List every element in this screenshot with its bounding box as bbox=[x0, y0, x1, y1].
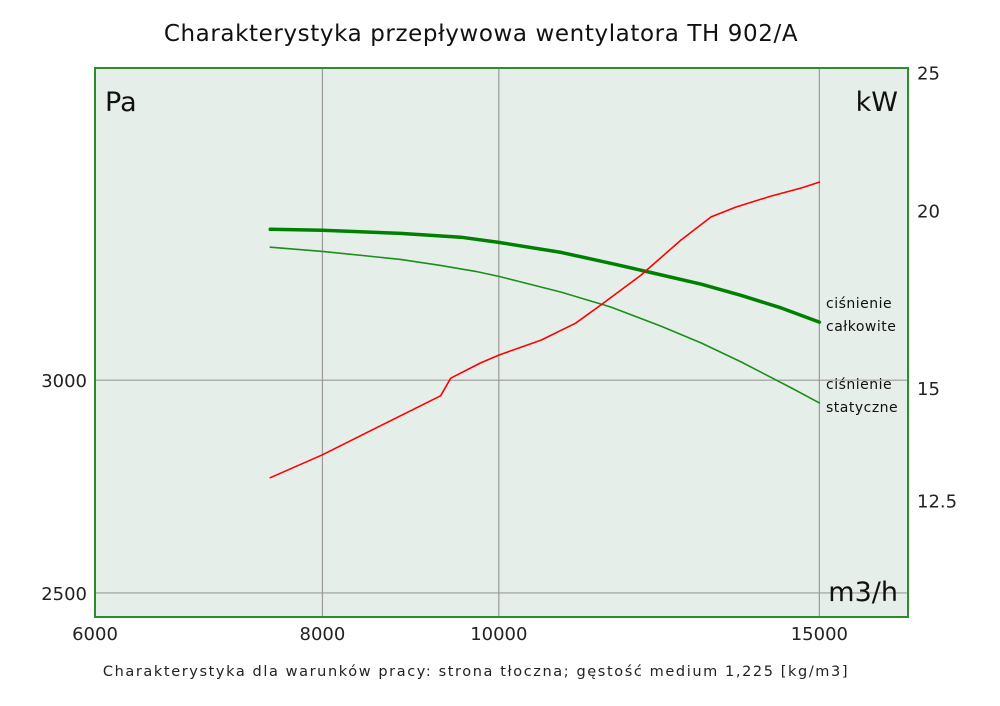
tick-labels: 6000 8000 10000 15000 2500 3000 25 20 15 12.5 bbox=[41, 64, 957, 645]
x-tick-label: 10000 bbox=[470, 624, 527, 645]
chart-footer: Charakterystyka dla warunków pracy: stro… bbox=[103, 664, 849, 680]
plot-area bbox=[95, 68, 908, 617]
static-pressure-line bbox=[269, 246, 821, 404]
y-right-tick-label: 25 bbox=[917, 64, 940, 85]
series-label: ciśnienie bbox=[826, 377, 892, 393]
x-tick-label: 8000 bbox=[300, 624, 346, 645]
total-pressure-line bbox=[268, 227, 822, 324]
x-axis-label: m3/h bbox=[828, 577, 898, 608]
x-tick-label: 6000 bbox=[72, 624, 118, 645]
y-left-tick-label: 3000 bbox=[41, 371, 87, 392]
y-left-axis-label: Pa bbox=[105, 87, 137, 118]
y-right-tick-label: 20 bbox=[917, 201, 940, 222]
series-label: statyczne bbox=[826, 400, 898, 416]
chart-title: Charakterystyka przepływowa wentylatora … bbox=[164, 21, 798, 47]
power-line bbox=[269, 181, 821, 479]
plot-border bbox=[94, 67, 909, 618]
series-label: ciśnienie bbox=[826, 296, 892, 312]
y-left-tick-label: 2500 bbox=[41, 584, 87, 605]
grid bbox=[95, 68, 908, 617]
series-label: całkowite bbox=[826, 319, 896, 335]
x-tick-label: 15000 bbox=[791, 624, 848, 645]
series-labels: ciśnienie całkowite ciśnienie statyczne bbox=[826, 296, 898, 416]
curves bbox=[268, 181, 822, 479]
y-right-tick-label: 12.5 bbox=[917, 492, 957, 513]
y-right-tick-label: 15 bbox=[917, 379, 940, 400]
y-right-axis-label: kW bbox=[856, 87, 898, 118]
